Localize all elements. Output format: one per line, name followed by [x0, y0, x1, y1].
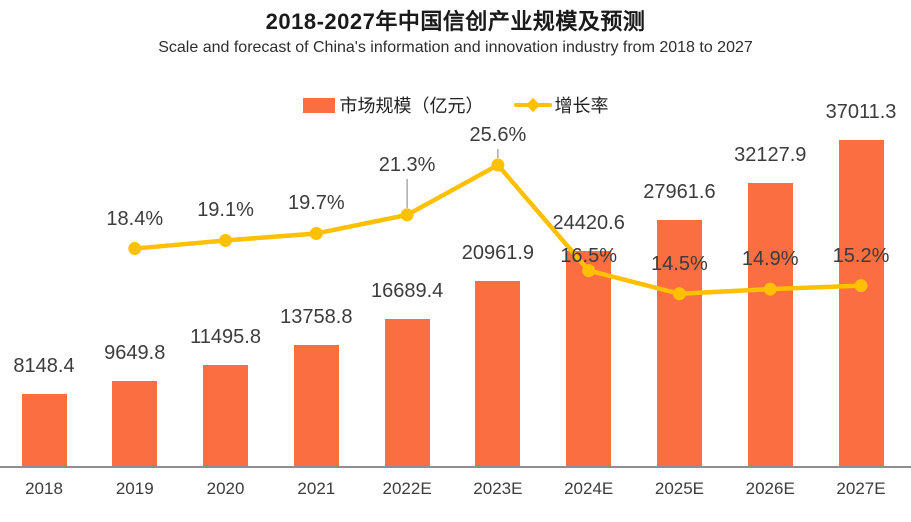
x-axis-label-2022E: 2022E — [382, 479, 432, 498]
growth-rate-label-2021: 19.7% — [287, 192, 345, 215]
bar-2024E — [566, 250, 612, 466]
growth-point-2019 — [128, 242, 142, 256]
bar-2027E — [838, 140, 884, 466]
chart-subtitle: Scale and forecast of China's informatio… — [158, 39, 753, 56]
bar-value-label-2024E: 24420.6 — [552, 211, 625, 234]
growth-point-2022E — [400, 208, 414, 222]
bar-2018 — [21, 394, 67, 466]
bar-value-label-2020: 11495.8 — [190, 325, 261, 348]
x-axis-label-2021: 2021 — [297, 479, 336, 498]
x-axis-label-2025E: 2025E — [654, 479, 705, 498]
bar-2023E — [475, 281, 521, 466]
growth-point-2020 — [219, 233, 233, 247]
legend: 市场规模（亿元） 增长率 — [0, 92, 911, 118]
growth-rate-label-2025E: 14.5% — [651, 252, 708, 275]
bar-value-label-2026E: 32127.9 — [734, 144, 807, 166]
line-series-swatch-icon — [513, 97, 552, 113]
bar-value-label-2019: 9649.8 — [104, 342, 166, 364]
growth-rate-label-2023E: 25.6% — [469, 124, 527, 147]
x-axis-line — [0, 466, 911, 468]
bar-value-label-2021: 13758.8 — [280, 305, 353, 328]
x-axis-label-2019: 2019 — [115, 479, 154, 498]
chart-title: 2018-2027年中国信创产业规模及预测 — [265, 9, 646, 34]
bar-2021 — [293, 344, 339, 466]
bar-2026E — [747, 183, 793, 466]
bar-2020 — [203, 364, 249, 466]
bar-2019 — [112, 381, 158, 466]
x-axis-label-2023E: 2023E — [473, 479, 523, 498]
growth-rate-label-2024E: 16.5% — [560, 244, 618, 267]
x-axis-label-2024E: 2024E — [564, 479, 614, 498]
bar-value-label-2018: 8148.4 — [13, 355, 75, 378]
bar-value-label-2025E: 27961.6 — [643, 180, 716, 203]
legend-label-market-scale: 市场规模（亿元） — [339, 96, 484, 116]
growth-rate-label-2020: 19.1% — [197, 199, 254, 222]
legend-label-growth-rate: 增长率 — [554, 96, 609, 116]
growth-rate-label-2026E: 14.9% — [741, 248, 799, 271]
bar-2022E — [384, 318, 430, 466]
legend-item-growth-rate: 增长率 — [513, 92, 609, 118]
bar-series-swatch-icon — [302, 97, 335, 113]
legend-item-market-scale: 市场规模（亿元） — [302, 92, 484, 118]
growth-point-2023E — [491, 158, 505, 172]
growth-point-2021 — [309, 226, 323, 240]
x-axis-label-2020: 2020 — [206, 479, 245, 498]
bar-value-label-2027E: 37011.3 — [825, 101, 897, 123]
bar-value-label-2023E: 20961.9 — [461, 242, 535, 265]
x-axis-label-2018: 2018 — [25, 479, 63, 498]
bar-value-label-2022E: 16689.4 — [370, 279, 444, 302]
growth-rate-label-2027E: 15.2% — [832, 244, 890, 267]
growth-rate-label-2019: 18.4% — [106, 207, 164, 230]
x-axis-label-2026E: 2026E — [745, 479, 795, 498]
growth-rate-label-2022E: 21.3% — [378, 153, 436, 176]
x-axis-label-2027E: 2027E — [836, 479, 886, 498]
